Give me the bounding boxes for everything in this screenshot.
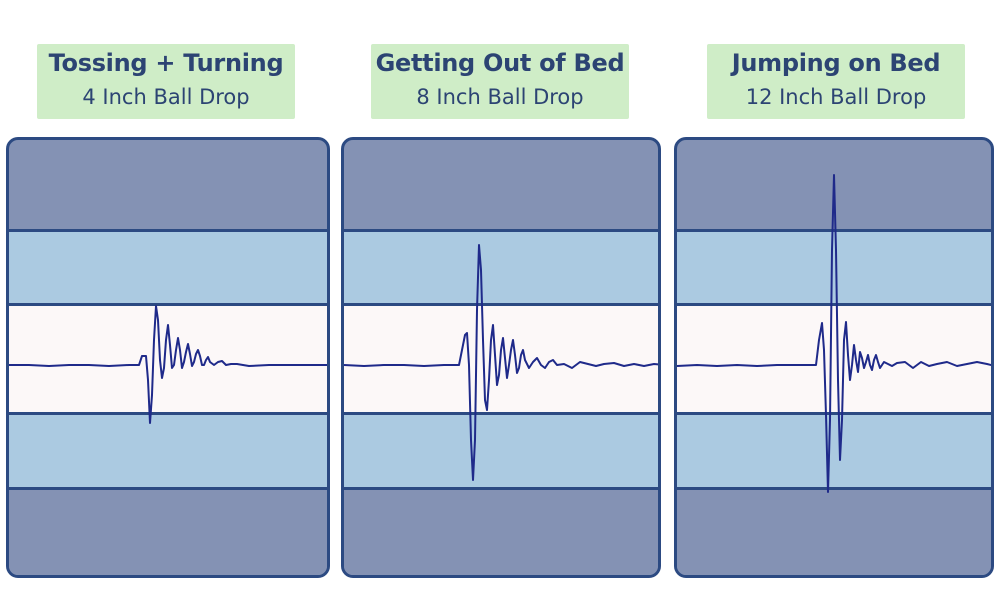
label-subtitle: 4 Inch Ball Drop — [82, 85, 250, 109]
upper-comfort-layer — [344, 229, 658, 303]
label-tossing-turning: Tossing + Turning 4 Inch Ball Drop — [37, 44, 295, 119]
center-layer — [9, 303, 327, 415]
waveform-line — [344, 244, 658, 481]
lower-comfort-layer — [9, 412, 327, 487]
waveform-line — [9, 305, 327, 424]
label-subtitle: 8 Inch Ball Drop — [416, 85, 584, 109]
lower-comfort-layer — [677, 412, 991, 487]
motion-waveform — [344, 244, 658, 481]
mattress-panel-12-inch — [674, 137, 994, 578]
upper-comfort-layer — [677, 229, 991, 303]
label-title: Getting Out of Bed — [375, 49, 625, 77]
waveform-line — [677, 174, 991, 493]
upper-comfort-layer — [9, 229, 327, 303]
mattress-panel-8-inch — [341, 137, 661, 578]
motion-waveform — [677, 174, 991, 493]
lower-comfort-layer — [344, 412, 658, 487]
motion-waveform — [9, 305, 327, 424]
label-jumping-on-bed: Jumping on Bed 12 Inch Ball Drop — [707, 44, 965, 119]
base-layer — [344, 487, 658, 575]
base-layer — [9, 487, 327, 575]
base-layer — [677, 487, 991, 575]
mattress-panel-4-inch — [6, 137, 330, 578]
label-title: Tossing + Turning — [48, 49, 284, 77]
center-layer — [677, 303, 991, 415]
label-subtitle: 12 Inch Ball Drop — [745, 85, 927, 109]
label-title: Jumping on Bed — [731, 49, 941, 77]
label-getting-out-of-bed: Getting Out of Bed 8 Inch Ball Drop — [371, 44, 629, 119]
